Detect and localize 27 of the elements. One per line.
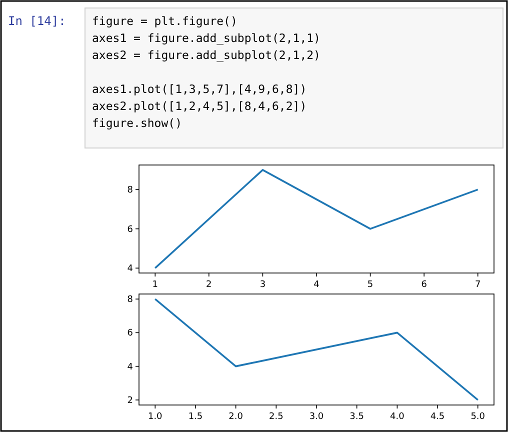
- x-tick-label: 5.0: [470, 412, 486, 422]
- x-tick-label: 1: [152, 280, 158, 290]
- x-tick-label: 1.5: [188, 412, 203, 422]
- x-tick-label: 3.5: [350, 412, 364, 422]
- x-tick-label: 4.0: [390, 412, 405, 422]
- y-tick-label: 6: [127, 224, 134, 235]
- x-tick-label: 2: [206, 280, 212, 290]
- y-tick-label: 4: [127, 362, 134, 372]
- line-series: [154, 298, 479, 401]
- x-tick-label: 3.0: [309, 412, 324, 422]
- text: figure = plt.figure() axes1 = figure.add_subplot(2,1,1) axes2 = figure.add_subplot(2,1,2) axes1.plot([1,3,5,7],[4,9,6,8]) axes2.plot([1,2,4,5],[8,4,6,2]) figure.show(): [92, 14, 320, 130]
- x-tick-label: 4.5: [430, 412, 445, 422]
- x-tick-label: 3: [260, 280, 266, 290]
- y-tick-label: 2: [127, 396, 133, 406]
- x-tick-label: 2.0: [228, 412, 244, 422]
- y-tick-label: 6: [127, 328, 134, 339]
- x-tick-label: 7: [474, 280, 481, 290]
- y-tick-label: 8: [127, 186, 134, 196]
- y-tick-label: 4: [127, 264, 134, 274]
- x-tick-label: 4: [314, 280, 320, 290]
- x-tick-label: 6: [421, 280, 428, 290]
- y-tick-label: 8: [127, 295, 134, 306]
- text: In [14]:: [8, 14, 66, 28]
- x-tick-label: 5: [367, 280, 374, 290]
- x-tick-label: 2.5: [268, 412, 284, 422]
- line-series: [154, 169, 479, 269]
- x-tick-label: 1.0: [148, 412, 163, 422]
